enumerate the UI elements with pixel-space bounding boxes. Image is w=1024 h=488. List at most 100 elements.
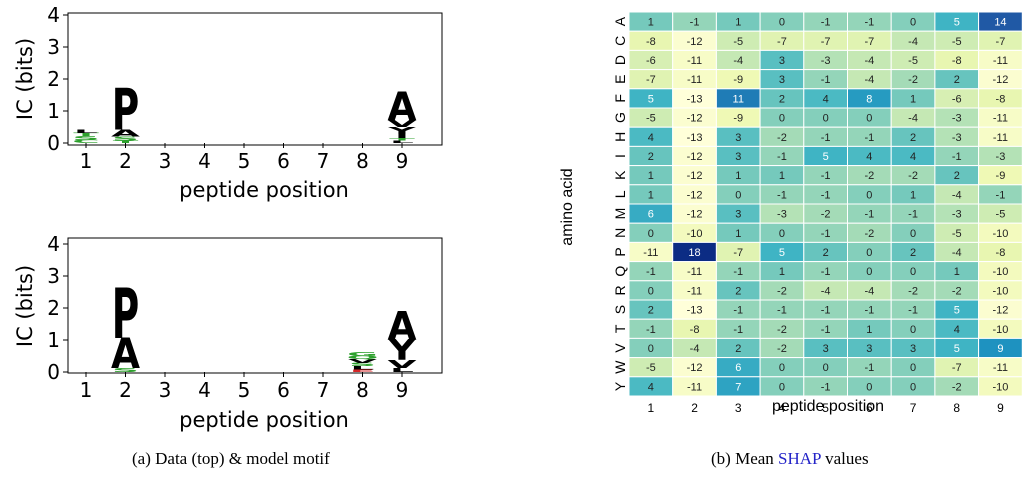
heatmap-cell-value: 3 xyxy=(823,343,829,355)
heatmap-cell-value: -5 xyxy=(996,209,1006,221)
xtick-label: 3 xyxy=(159,378,172,402)
heatmap-cell-value: -8 xyxy=(996,247,1006,259)
xtick-label: 1 xyxy=(80,378,93,402)
heatmap-cell-value: 0 xyxy=(648,285,654,297)
heatmap-cell-value: -1 xyxy=(646,324,656,336)
heatmap-cell-value: -12 xyxy=(687,151,703,163)
heatmap-cell-value: -2 xyxy=(908,285,918,297)
heatmap-cell-value: -4 xyxy=(952,247,962,259)
heatmap-row-label: V xyxy=(612,343,628,353)
heatmap-row-label: W xyxy=(612,360,628,374)
heatmap-cell-value: -4 xyxy=(864,285,874,297)
heatmap-cell-value: -1 xyxy=(952,151,962,163)
heatmap-cell-value: 5 xyxy=(954,17,960,29)
heatmap-cell-value: 1 xyxy=(648,17,654,29)
ytick-label: 4 xyxy=(47,232,60,256)
heatmap-cell-value: -2 xyxy=(908,170,918,182)
heatmap-cell-value: -4 xyxy=(733,55,743,67)
heatmap-cell-value: 1 xyxy=(735,17,741,29)
heatmap-cell-value: -4 xyxy=(908,36,918,48)
heatmap-cell-value: -1 xyxy=(821,324,831,336)
heatmap-cell-value: -9 xyxy=(733,74,743,86)
heatmap-xlabel: peptide position xyxy=(772,398,884,415)
heatmap-cell-value: -11 xyxy=(993,362,1008,374)
xtick-label: 4 xyxy=(198,149,211,173)
logo-letter: S xyxy=(349,362,376,367)
heatmap-col-label: 5 xyxy=(822,401,829,415)
heatmap-row-label: H xyxy=(612,132,628,142)
xtick-label: 2 xyxy=(119,378,132,402)
logo-bottom-yticks: 0 1 2 3 4 xyxy=(47,232,68,384)
logo-letter: A xyxy=(387,304,416,350)
heatmap-cell-value: 5 xyxy=(823,151,829,163)
heatmap-cell-value: 4 xyxy=(648,132,654,144)
heatmap-cell-value: -5 xyxy=(952,36,962,48)
heatmap-cell xyxy=(978,376,1023,397)
logo-letter: L xyxy=(351,366,375,371)
xtick-label: 4 xyxy=(198,378,211,402)
logo-letter: A xyxy=(111,330,140,378)
heatmap-cell-value: -11 xyxy=(687,381,702,393)
xtick-label: 9 xyxy=(396,378,409,402)
heatmap-cell-value: -13 xyxy=(687,305,703,317)
logo-letter: L xyxy=(390,140,414,144)
heatmap-cell-value: -12 xyxy=(687,170,703,182)
heatmap-cell-value: 0 xyxy=(910,17,916,29)
heatmap-row-label: D xyxy=(612,55,628,65)
logo-letter: Q xyxy=(347,355,379,360)
caption-b-suffix: values xyxy=(820,449,869,468)
logo-bottom-frame xyxy=(67,237,443,374)
heatmap-cell-value: -11 xyxy=(687,266,702,278)
heatmap-cell-value: 0 xyxy=(779,113,785,125)
heatmap-cell-value: 2 xyxy=(823,247,829,259)
logo-bottom-xticks: 1 2 3 4 5 6 7 8 9 xyxy=(80,372,409,402)
xtick-label: 8 xyxy=(356,378,369,402)
heatmap-cell-value: -13 xyxy=(687,132,703,144)
heatmap-cell-value: 5 xyxy=(648,93,654,105)
xtick-label: 8 xyxy=(356,149,369,173)
heatmap-cell-value: 0 xyxy=(735,189,741,201)
heatmap-cell-value: -1 xyxy=(821,132,831,144)
ytick-label: 3 xyxy=(47,35,60,59)
heatmap-row-label: I xyxy=(612,154,628,158)
heatmap-cell-value: 6 xyxy=(648,209,654,221)
heatmap-cell-value: 0 xyxy=(779,381,785,393)
logo-letter: T xyxy=(389,137,416,141)
heatmap-cell-value: 2 xyxy=(735,285,741,297)
heatmap-cell-value: 2 xyxy=(735,343,741,355)
logo-letter: L xyxy=(390,367,414,373)
heatmap-cell-value: -2 xyxy=(908,74,918,86)
heatmap-row-label: G xyxy=(612,112,628,123)
heatmap-cell-value: 0 xyxy=(866,381,872,393)
heatmap-cell-value: -7 xyxy=(733,247,743,259)
logo-letter: Y xyxy=(387,126,417,137)
xtick-label: 7 xyxy=(317,378,330,402)
heatmap-cell-value: 0 xyxy=(823,113,829,125)
heatmap-cell-value: -9 xyxy=(733,113,743,125)
heatmap-cell-value: -1 xyxy=(777,151,787,163)
heatmap-row-label: S xyxy=(612,305,628,314)
heatmap-cell-value: -8 xyxy=(646,36,656,48)
heatmap-row-label: Y xyxy=(612,381,628,391)
heatmap-row-label: C xyxy=(612,36,628,46)
logo-top-xlabel: peptide position xyxy=(179,178,349,202)
logo-top-frame xyxy=(67,12,443,146)
ytick-label: 2 xyxy=(47,296,60,320)
heatmap-cell-value: -1 xyxy=(821,305,831,317)
heatmap-cell-value: -7 xyxy=(952,362,962,374)
heatmap-cell-value: -4 xyxy=(690,343,700,355)
heatmap-col-label: 8 xyxy=(953,401,960,415)
heatmap-row-label: M xyxy=(612,208,628,220)
heatmap-cell-value: -1 xyxy=(996,189,1006,201)
logo-letter: V xyxy=(387,358,417,371)
heatmap-cell-value: -11 xyxy=(643,247,658,259)
heatmap-col-label: 7 xyxy=(910,401,917,415)
ytick-label: 1 xyxy=(47,99,60,123)
caption-a: (a) Data (top) & model motif xyxy=(132,449,330,468)
logo-letter: V xyxy=(387,119,417,130)
heatmap-cell-value: 3 xyxy=(779,55,785,67)
heatmap-row-label: L xyxy=(612,190,628,198)
caption-b-shap-link[interactable]: SHAP xyxy=(778,449,821,468)
heatmap-cell-value: -6 xyxy=(646,55,656,67)
